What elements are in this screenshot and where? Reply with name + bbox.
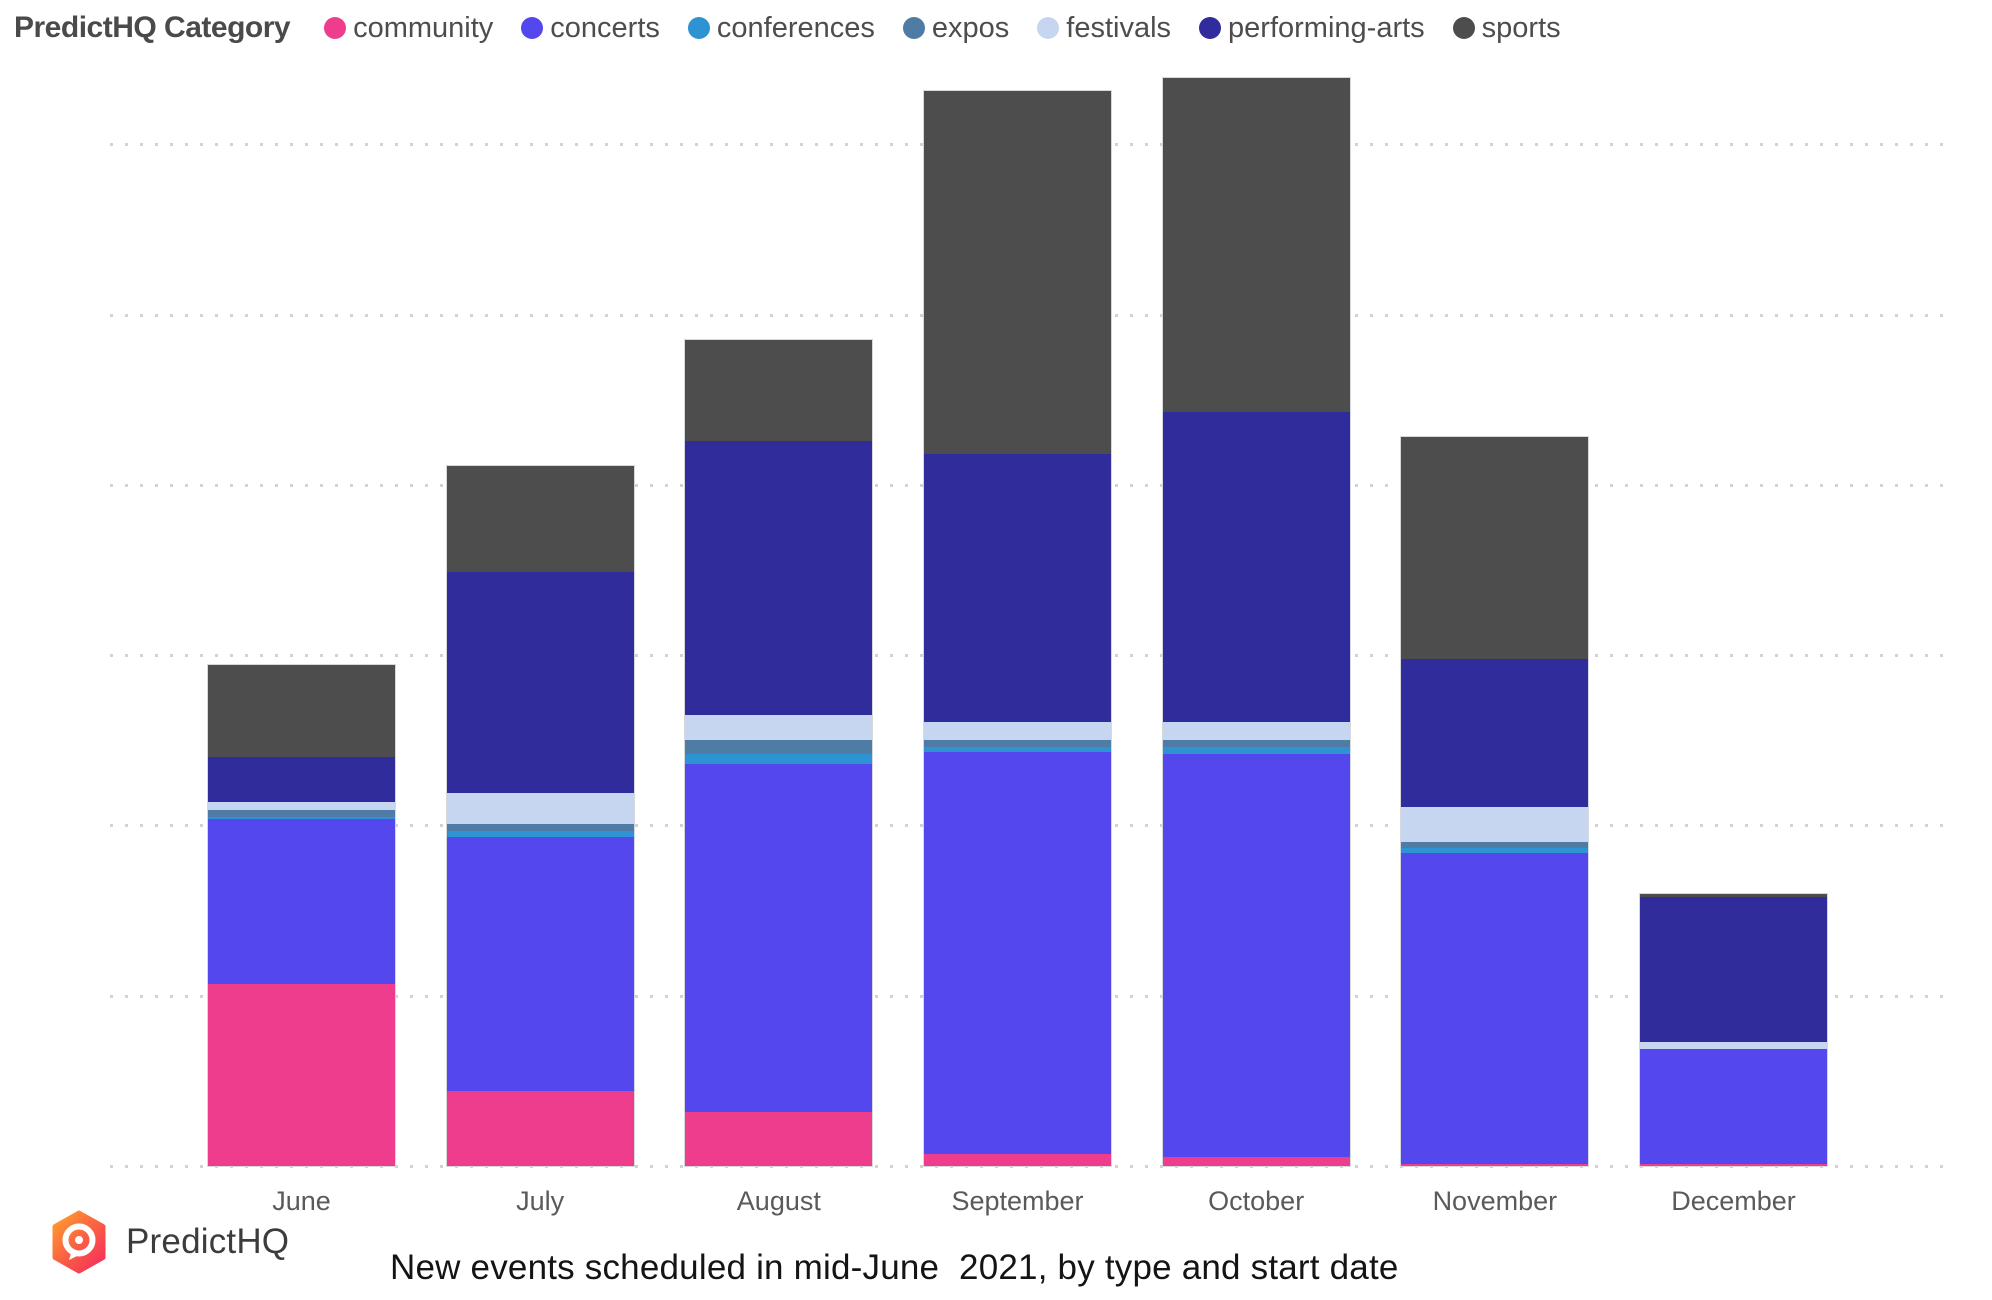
community-swatch-icon: [324, 17, 347, 39]
segment-october-conferences: [1162, 747, 1350, 754]
chart-caption: New events scheduled in mid-June 2021, b…: [390, 1248, 1399, 1287]
segment-august-conferences: [685, 753, 873, 765]
legend-item-label: sports: [1481, 11, 1561, 44]
conferences-swatch-icon: [687, 17, 710, 39]
chart-legend: PredictHQ Category community concerts conf…: [14, 8, 1561, 48]
legend-item-label: concerts: [550, 11, 660, 44]
performing-arts-swatch-icon: [1199, 17, 1222, 39]
segment-november-expos: [1401, 842, 1589, 848]
segment-august-concerts: [685, 764, 873, 1112]
segment-june-community: [208, 983, 395, 1166]
segment-november-concerts: [1401, 852, 1589, 1165]
segment-september-conferences: [924, 747, 1111, 753]
x-axis-label-september: September: [951, 1186, 1084, 1216]
sports-swatch-icon: [1452, 17, 1475, 39]
legend-item-sports[interactable]: sports: [1452, 11, 1561, 45]
legend-title: PredictHQ Category: [14, 11, 291, 44]
segment-october-performing-arts: [1162, 411, 1350, 722]
legend-item-label: community: [353, 11, 494, 44]
segment-july-performing-arts: [446, 571, 634, 794]
segment-june-festivals: [208, 801, 395, 811]
legend-item-conferences[interactable]: conferences: [687, 11, 875, 45]
segment-june-performing-arts: [208, 757, 395, 802]
legend-item-label: performing-arts: [1228, 11, 1425, 44]
segment-september-expos: [924, 740, 1111, 748]
bar-september: [924, 91, 1111, 1166]
x-axis-label-october: October: [1208, 1186, 1305, 1216]
segment-september-concerts: [924, 752, 1111, 1155]
brand-name: PredictHQ: [126, 1222, 290, 1261]
segment-july-sports: [446, 466, 634, 572]
gridline: [110, 1165, 1950, 1168]
segment-november-community: [1401, 1164, 1589, 1166]
segment-october-sports: [1162, 77, 1350, 412]
segment-october-community: [1162, 1157, 1350, 1166]
bar-august: [685, 340, 873, 1166]
segment-october-expos: [1162, 740, 1350, 748]
bar-july: [446, 466, 634, 1166]
segment-december-concerts: [1640, 1048, 1828, 1165]
segment-august-festivals: [685, 714, 873, 741]
x-axis-label-june: June: [272, 1186, 331, 1216]
concerts-swatch-icon: [521, 17, 544, 39]
segment-june-expos: [208, 810, 395, 817]
legend-item-label: festivals: [1066, 11, 1172, 44]
brand-lockup: PredictHQ: [50, 1210, 289, 1274]
segment-july-community: [446, 1091, 634, 1166]
x-axis-label-july: July: [516, 1186, 565, 1216]
segment-july-expos: [446, 823, 634, 831]
x-axis-label-december: December: [1671, 1186, 1796, 1216]
bar-june: [208, 665, 395, 1166]
legend-item-label: expos: [931, 11, 1010, 44]
x-axis-label-august: August: [736, 1186, 821, 1216]
segment-september-sports: [924, 91, 1111, 455]
segment-september-performing-arts: [924, 454, 1111, 722]
segment-july-concerts: [446, 837, 634, 1092]
segment-november-sports: [1401, 437, 1589, 659]
legend-item-expos[interactable]: expos: [902, 11, 1010, 45]
legend-item-community[interactable]: community: [324, 12, 493, 45]
expos-swatch-icon: [902, 17, 925, 39]
segment-october-concerts: [1162, 753, 1350, 1158]
legend-item-festivals[interactable]: festivals: [1037, 12, 1171, 45]
bar-december: [1640, 893, 1828, 1166]
segment-august-sports: [685, 340, 873, 441]
segment-november-conferences: [1401, 847, 1589, 853]
segment-october-festivals: [1162, 721, 1350, 741]
legend-item-concerts[interactable]: concerts: [521, 12, 660, 45]
segment-august-performing-arts: [685, 440, 873, 715]
segment-november-performing-arts: [1401, 658, 1589, 807]
segment-july-conferences: [446, 830, 634, 838]
festivals-swatch-icon: [1037, 17, 1060, 39]
segment-december-community: [1640, 1164, 1828, 1166]
segment-december-festivals: [1640, 1041, 1828, 1049]
segment-august-expos: [685, 740, 873, 754]
segment-june-concerts: [208, 818, 395, 984]
segment-december-performing-arts: [1640, 896, 1828, 1042]
legend-item-label: conferences: [716, 11, 875, 44]
segment-november-festivals: [1401, 806, 1589, 843]
segment-june-sports: [208, 665, 395, 758]
segment-september-festivals: [924, 721, 1111, 741]
x-axis-label-november: November: [1432, 1186, 1558, 1216]
bar-november: [1401, 437, 1589, 1166]
segment-june-conferences: [208, 816, 395, 819]
bar-october: [1162, 77, 1350, 1166]
predicthq-logo-icon: [52, 1210, 106, 1274]
legend-item-performing-arts[interactable]: performing-arts: [1199, 12, 1425, 45]
segment-december-sports: [1640, 893, 1828, 897]
segment-august-community: [685, 1111, 873, 1166]
segment-september-community: [924, 1154, 1111, 1166]
segment-july-festivals: [446, 793, 634, 824]
